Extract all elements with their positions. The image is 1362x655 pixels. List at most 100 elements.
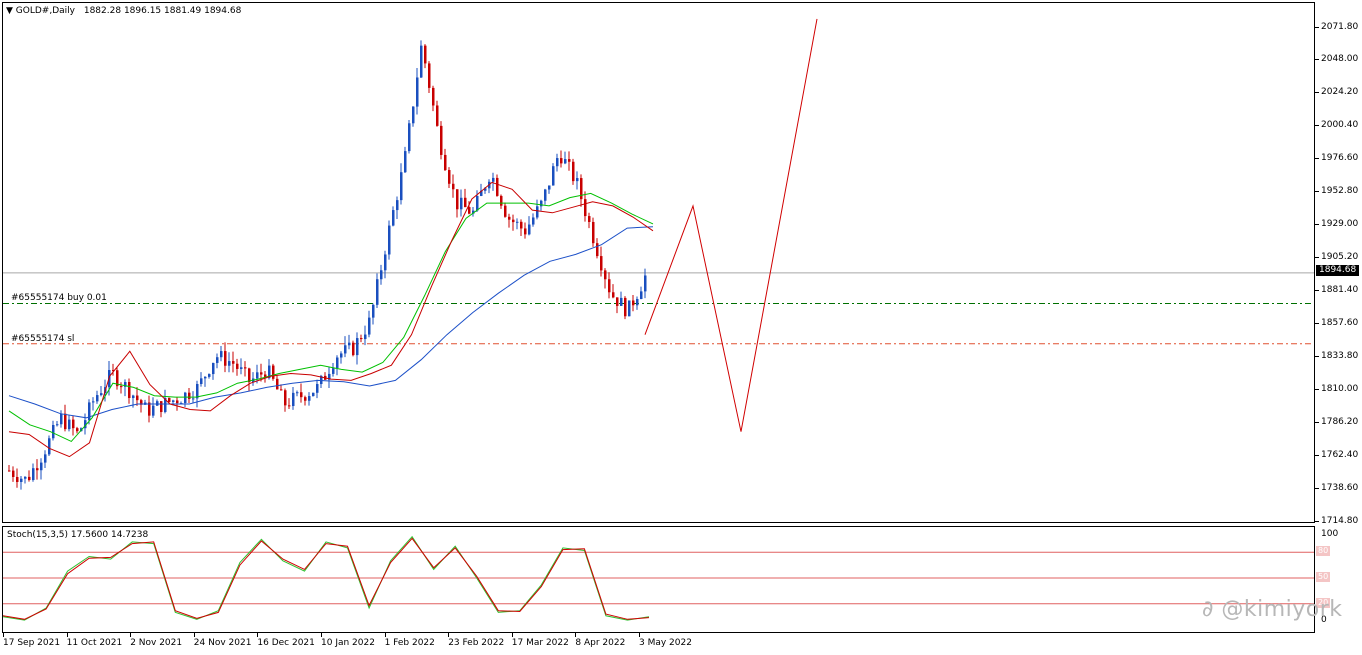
candle-body bbox=[68, 419, 71, 430]
candle bbox=[84, 413, 87, 435]
candle bbox=[556, 153, 559, 172]
candle-body bbox=[160, 401, 163, 413]
candle bbox=[28, 470, 31, 482]
candle-body bbox=[612, 292, 615, 298]
date-tick-label: 17 Mar 2022 bbox=[511, 638, 569, 648]
candle-body bbox=[300, 392, 303, 398]
candle-body bbox=[504, 205, 507, 217]
candle-body bbox=[508, 216, 511, 220]
candle bbox=[344, 336, 347, 358]
candle-body bbox=[376, 279, 379, 305]
candle bbox=[440, 121, 443, 160]
candle bbox=[524, 222, 527, 239]
price-tick-mark bbox=[1315, 323, 1319, 325]
candle bbox=[396, 196, 399, 220]
candle bbox=[520, 219, 523, 237]
candle bbox=[428, 61, 431, 93]
candle bbox=[564, 151, 567, 165]
dropdown-triangle-icon[interactable]: ▼ bbox=[6, 6, 13, 16]
date-tick-label: 10 Jan 2022 bbox=[321, 638, 375, 648]
candle bbox=[392, 206, 395, 227]
stoch-signal-line bbox=[3, 537, 650, 620]
date-tick-label: 17 Sep 2021 bbox=[3, 638, 61, 648]
price-tick-mark bbox=[1315, 356, 1319, 358]
candle-body bbox=[624, 297, 627, 317]
date-tick-mark bbox=[193, 633, 195, 637]
stoch-main-line bbox=[3, 535, 650, 621]
candle-body bbox=[264, 374, 267, 379]
candle bbox=[408, 119, 411, 154]
stochastic-svg[interactable] bbox=[3, 527, 1314, 632]
candle-body bbox=[60, 413, 63, 425]
buy-order-label[interactable]: #65555174 buy 0.01 bbox=[11, 293, 107, 303]
stochastic-pane[interactable]: Stoch(15,3,5) 17.5600 14.7238 bbox=[2, 526, 1315, 633]
date-tick-label: 16 Dec 2021 bbox=[257, 638, 315, 648]
candle-body bbox=[136, 395, 139, 401]
stoch-tick-label: 100 bbox=[1321, 529, 1339, 539]
candle bbox=[272, 363, 275, 381]
candle-body bbox=[496, 177, 499, 196]
candle-body bbox=[604, 270, 607, 280]
date-tick-label: 24 Nov 2021 bbox=[193, 638, 252, 648]
stop-loss-label[interactable]: #65555174 sl bbox=[11, 334, 75, 344]
candle bbox=[220, 345, 223, 362]
candle bbox=[292, 387, 295, 410]
main-chart-pane[interactable]: ▼ GOLD#,Daily 1882.28 1896.15 1881.49 18… bbox=[2, 2, 1315, 523]
candle bbox=[576, 171, 579, 190]
candle bbox=[116, 367, 119, 390]
candle-body bbox=[444, 154, 447, 171]
price-tick-label: 1810.00 bbox=[1321, 384, 1359, 395]
candle bbox=[424, 44, 427, 69]
price-tick-mark bbox=[1315, 158, 1319, 160]
candle bbox=[336, 355, 339, 376]
candle bbox=[640, 286, 643, 300]
moving-average-fast bbox=[8, 181, 654, 458]
candle bbox=[152, 397, 155, 418]
candle-body bbox=[200, 378, 203, 385]
candle bbox=[384, 250, 387, 279]
candle bbox=[488, 179, 491, 194]
candle bbox=[204, 376, 207, 387]
candle-body bbox=[404, 151, 407, 173]
date-tick-mark bbox=[384, 633, 386, 637]
candle bbox=[328, 366, 331, 388]
candle-body bbox=[208, 374, 211, 377]
date-tick-label: 3 May 2022 bbox=[639, 638, 692, 648]
candle bbox=[68, 415, 71, 432]
candle bbox=[296, 390, 299, 397]
candle-body bbox=[236, 363, 239, 369]
candle bbox=[544, 188, 547, 205]
candle-body bbox=[188, 392, 191, 399]
candle-body bbox=[560, 158, 563, 164]
candle-body bbox=[20, 478, 23, 482]
candle-body bbox=[480, 190, 483, 196]
candle bbox=[52, 420, 55, 441]
candle-body bbox=[312, 392, 315, 397]
candle-body bbox=[244, 367, 247, 369]
candle bbox=[228, 352, 231, 373]
candle bbox=[16, 468, 19, 488]
candle-body bbox=[400, 172, 403, 201]
price-tick-label: 1857.60 bbox=[1321, 318, 1359, 329]
candle bbox=[568, 151, 571, 171]
candle bbox=[532, 213, 535, 227]
candle bbox=[364, 325, 367, 346]
candle-body bbox=[44, 454, 47, 463]
candle-body bbox=[64, 413, 67, 430]
candle-body bbox=[140, 400, 143, 405]
candle bbox=[504, 202, 507, 218]
candle bbox=[8, 465, 11, 472]
candle bbox=[76, 426, 79, 434]
candle-body bbox=[288, 405, 291, 407]
candle-body bbox=[148, 402, 151, 416]
price-tick-label: 1905.20 bbox=[1321, 252, 1359, 263]
candle bbox=[584, 191, 587, 222]
candle bbox=[324, 372, 327, 381]
watermark: ∂ @kimiyork bbox=[1202, 597, 1343, 622]
main-chart-svg[interactable] bbox=[3, 3, 1314, 522]
candle-body bbox=[132, 395, 135, 399]
candle-body bbox=[608, 279, 611, 293]
candle bbox=[360, 334, 363, 343]
candle-body bbox=[524, 228, 527, 235]
candle-body bbox=[600, 256, 603, 271]
